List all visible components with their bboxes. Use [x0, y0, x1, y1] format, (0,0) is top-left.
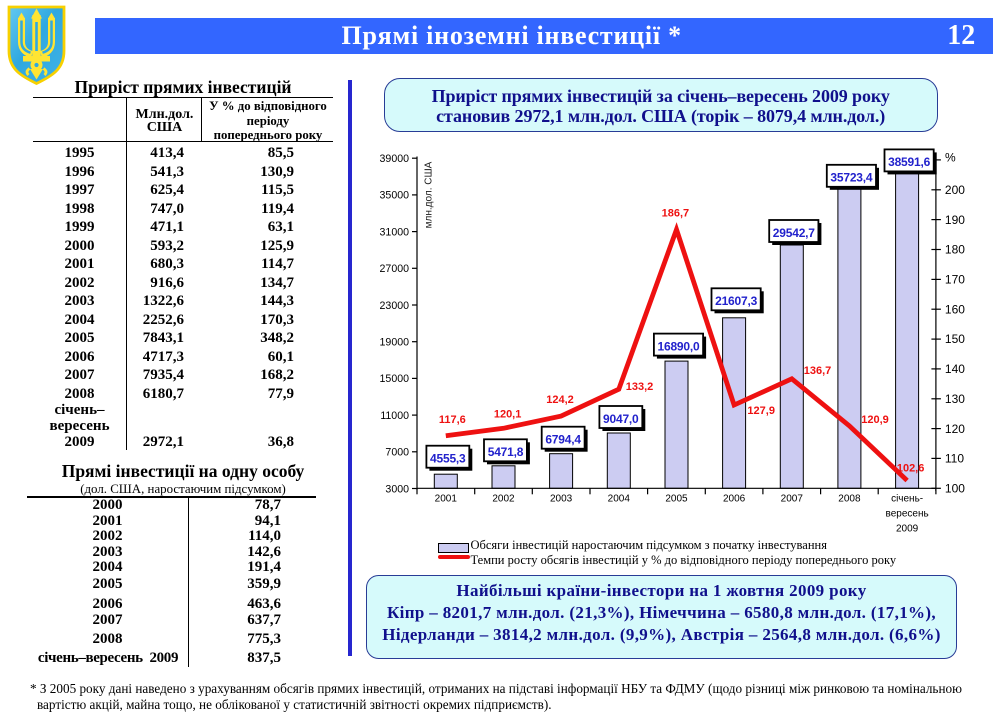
- svg-text:21607,3: 21607,3: [715, 294, 758, 308]
- svg-text:15000: 15000: [380, 373, 410, 385]
- svg-text:2008: 2008: [838, 494, 861, 505]
- svg-text:23000: 23000: [380, 300, 410, 312]
- svg-text:150: 150: [945, 332, 965, 346]
- svg-text:120,9: 120,9: [861, 414, 889, 426]
- svg-text:170: 170: [945, 273, 965, 287]
- svg-text:124,2: 124,2: [546, 394, 574, 406]
- svg-text:6794,4: 6794,4: [545, 433, 581, 447]
- svg-text:11000: 11000: [380, 410, 409, 422]
- svg-text:2006: 2006: [723, 494, 746, 505]
- svg-text:2001: 2001: [435, 494, 458, 505]
- svg-text:120: 120: [945, 422, 965, 436]
- svg-text:35723,4: 35723,4: [830, 171, 873, 185]
- svg-text:130: 130: [945, 392, 965, 406]
- svg-text:5471,8: 5471,8: [488, 445, 524, 459]
- svg-text:200: 200: [945, 183, 965, 197]
- svg-text:2004: 2004: [608, 494, 631, 505]
- svg-text:136,7: 136,7: [804, 365, 832, 377]
- svg-text:2003: 2003: [550, 494, 573, 505]
- svg-text:190: 190: [945, 213, 965, 227]
- svg-text:млн.дол. США: млн.дол. США: [424, 161, 435, 228]
- svg-text:117,6: 117,6: [439, 414, 466, 426]
- svg-text:2002: 2002: [492, 494, 515, 505]
- svg-text:31000: 31000: [380, 226, 410, 238]
- svg-text:133,2: 133,2: [626, 381, 654, 393]
- svg-text:140: 140: [945, 362, 965, 376]
- svg-text:2005: 2005: [665, 494, 688, 505]
- svg-text:7000: 7000: [385, 447, 409, 459]
- svg-text:39000: 39000: [380, 153, 410, 165]
- svg-text:вересень: вересень: [886, 509, 929, 520]
- svg-text:2009: 2009: [896, 524, 919, 535]
- svg-text:110: 110: [945, 452, 964, 466]
- svg-text:102,6: 102,6: [897, 462, 925, 474]
- svg-text:19000: 19000: [380, 337, 410, 349]
- svg-text:27000: 27000: [380, 263, 410, 275]
- svg-text:35000: 35000: [380, 190, 410, 202]
- svg-text:16890,0: 16890,0: [658, 339, 701, 353]
- svg-text:%: %: [945, 151, 956, 165]
- svg-text:120,1: 120,1: [494, 408, 522, 420]
- svg-text:38591,6: 38591,6: [888, 155, 931, 169]
- svg-text:180: 180: [945, 243, 965, 257]
- svg-text:3000: 3000: [385, 483, 409, 495]
- svg-text:січень-: січень-: [891, 494, 923, 505]
- svg-text:4555,3: 4555,3: [430, 452, 466, 466]
- svg-text:2007: 2007: [781, 494, 804, 505]
- svg-text:160: 160: [945, 302, 965, 316]
- svg-text:186,7: 186,7: [662, 208, 690, 220]
- svg-text:127,9: 127,9: [747, 405, 775, 417]
- svg-text:29542,7: 29542,7: [773, 226, 816, 240]
- svg-text:100: 100: [945, 482, 965, 496]
- svg-text:9047,0: 9047,0: [603, 412, 639, 426]
